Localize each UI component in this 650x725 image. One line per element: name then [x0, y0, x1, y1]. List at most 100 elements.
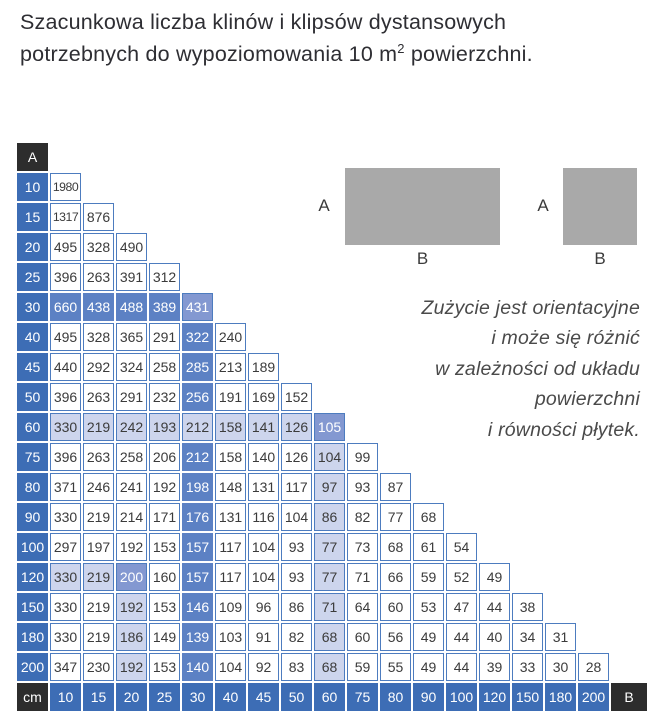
value-cell: 40 — [479, 623, 510, 651]
value-cell: 192 — [116, 533, 147, 561]
value-cell: 73 — [347, 533, 378, 561]
value-cell: 52 — [446, 563, 477, 591]
value-cell: 213 — [215, 353, 246, 381]
value-cell: 246 — [83, 473, 114, 501]
value-cell: 141 — [248, 413, 279, 441]
value-cell: 219 — [83, 413, 114, 441]
value-cell: 495 — [50, 233, 81, 261]
value-cell: 86 — [314, 503, 345, 531]
value-cell: 171 — [149, 503, 180, 531]
value-cell: 66 — [380, 563, 411, 591]
value-cell: 258 — [149, 353, 180, 381]
value-cell: 44 — [479, 593, 510, 621]
value-cell: 158 — [215, 443, 246, 471]
value-cell: 214 — [116, 503, 147, 531]
table-row: 75 396 263 258 206 212 158 140 126 104 99 — [17, 443, 649, 471]
row-header-cell: 10 — [17, 173, 48, 201]
corner-a-cell: A — [17, 143, 48, 171]
column-footer-cell: 45 — [248, 683, 279, 711]
value-cell: 212 — [182, 413, 213, 441]
value-cell: 330 — [50, 413, 81, 441]
row-header-cell: 20 — [17, 233, 48, 261]
value-cell: 47 — [446, 593, 477, 621]
table-row: 180 330 219 186 149 139 103 91 82 68 60 56 49 44 40 34 3… — [17, 623, 649, 651]
value-cell: 241 — [116, 473, 147, 501]
value-cell: 146 — [182, 593, 213, 621]
table-row: 60 330 219 242 193 212 158 141 126 105 — [17, 413, 649, 441]
wide-tile-rectangle — [345, 168, 500, 245]
value-cell: 263 — [83, 443, 114, 471]
column-footer-cell: 25 — [149, 683, 180, 711]
row-header-cell: 25 — [17, 263, 48, 291]
table-footer-row: cm 10 15 20 25 30 40 45 50 60 75 80 90 100 120 150 180 20… — [17, 683, 649, 711]
value-cell: 33 — [512, 653, 543, 681]
corner-cm-cell: cm — [17, 683, 48, 711]
value-cell: 440 — [50, 353, 81, 381]
value-cell: 117 — [215, 563, 246, 591]
value-cell: 263 — [83, 383, 114, 411]
value-cell: 365 — [116, 323, 147, 351]
value-cell: 152 — [281, 383, 312, 411]
row-header-cell: 90 — [17, 503, 48, 531]
value-cell: 71 — [347, 563, 378, 591]
value-cell: 219 — [83, 623, 114, 651]
value-cell: 330 — [50, 593, 81, 621]
value-cell: 116 — [248, 503, 279, 531]
value-cell: 104 — [248, 563, 279, 591]
value-cell: 55 — [380, 653, 411, 681]
table-row: 90 330 219 214 171 176 131 116 104 86 82 77 68 — [17, 503, 649, 531]
value-cell: 139 — [182, 623, 213, 651]
value-cell: 54 — [446, 533, 477, 561]
value-cell: 263 — [83, 263, 114, 291]
value-cell: 93 — [281, 533, 312, 561]
value-cell: 438 — [83, 293, 114, 321]
table-row: 80 371 246 241 192 198 148 131 117 97 93 87 — [17, 473, 649, 501]
value-cell: 104 — [248, 533, 279, 561]
value-cell: 38 — [512, 593, 543, 621]
table-row: 120 330 219 200 160 157 117 104 93 77 71 66 59 52 49 — [17, 563, 649, 591]
value-cell: 68 — [314, 623, 345, 651]
value-cell: 490 — [116, 233, 147, 261]
value-cell: 324 — [116, 353, 147, 381]
page-title-line2: potrzebnych do wypoziomowania 10 m2 powi… — [20, 41, 533, 67]
value-cell: 198 — [182, 473, 213, 501]
value-cell: 131 — [248, 473, 279, 501]
row-header-cell: 15 — [17, 203, 48, 231]
column-footer-cell: 180 — [545, 683, 576, 711]
value-cell: 200 — [116, 563, 147, 591]
value-cell: 68 — [314, 653, 345, 681]
column-footer-cell: 200 — [578, 683, 609, 711]
corner-b-cell: B — [611, 683, 647, 711]
value-cell: 169 — [248, 383, 279, 411]
value-cell: 391 — [116, 263, 147, 291]
value-cell: 230 — [83, 653, 114, 681]
row-header-cell: 80 — [17, 473, 48, 501]
value-cell: 876 — [83, 203, 114, 231]
value-cell: 158 — [215, 413, 246, 441]
disclaimer-line: Zużycie jest orientacyjne — [421, 297, 640, 319]
value-cell: 126 — [281, 413, 312, 441]
table-row: 25 396 263 391 312 — [17, 263, 649, 291]
table-row: 30 660 438 488 389 431 — [17, 293, 649, 321]
value-cell: 39 — [479, 653, 510, 681]
value-cell: 191 — [215, 383, 246, 411]
wide-tile-side-label: A — [318, 196, 330, 215]
value-cell: 86 — [281, 593, 312, 621]
value-cell: 258 — [116, 443, 147, 471]
row-header-cell: 120 — [17, 563, 48, 591]
value-cell: 232 — [149, 383, 180, 411]
value-cell: 219 — [83, 563, 114, 591]
value-cell: 219 — [83, 593, 114, 621]
value-cell: 99 — [347, 443, 378, 471]
value-cell: 87 — [380, 473, 411, 501]
value-cell: 104 — [314, 443, 345, 471]
value-cell: 192 — [116, 593, 147, 621]
column-footer-cell: 15 — [83, 683, 114, 711]
value-cell: 30 — [545, 653, 576, 681]
value-cell: 140 — [248, 443, 279, 471]
value-cell: 59 — [413, 563, 444, 591]
value-cell: 431 — [182, 293, 213, 321]
column-footer-cell: 80 — [380, 683, 411, 711]
value-cell: 92 — [248, 653, 279, 681]
value-cell: 660 — [50, 293, 81, 321]
